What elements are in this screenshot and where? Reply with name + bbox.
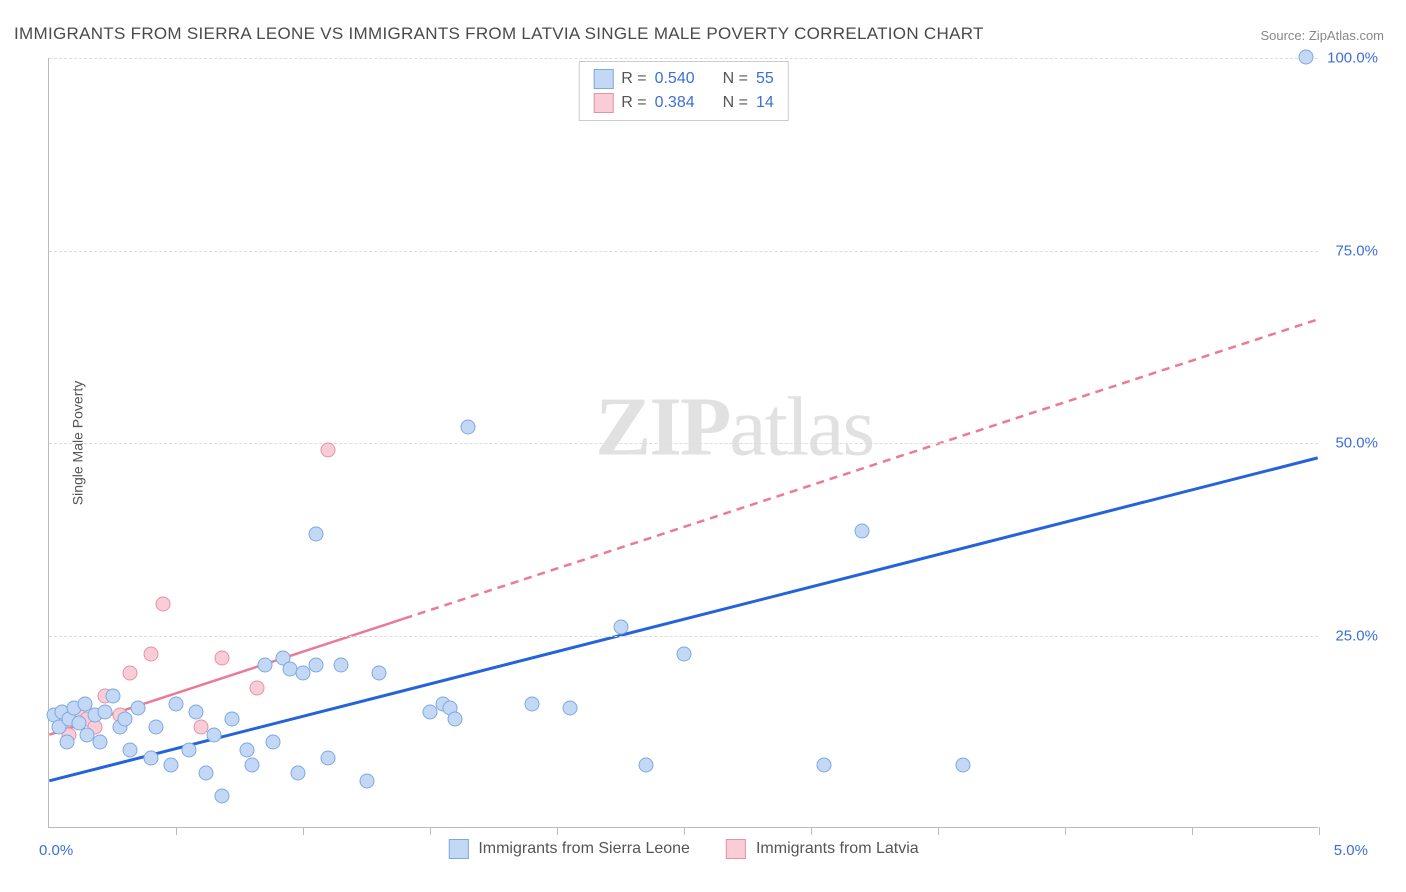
latvia-point bbox=[250, 681, 265, 696]
y-tick-label: 75.0% bbox=[1335, 242, 1378, 259]
sierra_leone-point bbox=[245, 758, 260, 773]
sierra_leone-point bbox=[562, 700, 577, 715]
sierra_leone-point bbox=[359, 773, 374, 788]
gridline bbox=[49, 636, 1318, 637]
legend-label: Immigrants from Latvia bbox=[756, 840, 919, 858]
y-tick-label: 50.0% bbox=[1335, 435, 1378, 452]
x-tick-label-min: 0.0% bbox=[39, 842, 73, 859]
legend-bottom: Immigrants from Sierra Leone Immigrants f… bbox=[448, 839, 918, 859]
sierra_leone-point bbox=[240, 743, 255, 758]
gridline bbox=[49, 58, 1318, 59]
x-tick bbox=[811, 827, 812, 835]
y-tick-label: 100.0% bbox=[1327, 50, 1378, 67]
sierra_leone-point bbox=[123, 743, 138, 758]
sierra_leone-point bbox=[118, 712, 133, 727]
n-label: N = bbox=[723, 67, 748, 91]
legend-bottom-item: Immigrants from Latvia bbox=[726, 839, 919, 859]
legend-top-row: R = 0.540 N = 55 bbox=[593, 67, 774, 91]
gridline bbox=[49, 251, 1318, 252]
gridline bbox=[49, 443, 1318, 444]
latvia-point bbox=[156, 596, 171, 611]
chart-area: Single Male Poverty ZIPatlas 25.0%50.0%7… bbox=[48, 58, 1318, 828]
sierra_leone-point bbox=[207, 727, 222, 742]
legend-label: Immigrants from Sierra Leone bbox=[478, 840, 690, 858]
legend-swatch bbox=[593, 93, 613, 113]
sierra_leone-point bbox=[308, 527, 323, 542]
sierra_leone-point bbox=[59, 735, 74, 750]
sierra_leone-point bbox=[613, 619, 628, 634]
chart-title: IMMIGRANTS FROM SIERRA LEONE VS IMMIGRAN… bbox=[14, 24, 984, 44]
sierra_leone-point bbox=[677, 646, 692, 661]
x-tick bbox=[684, 827, 685, 835]
x-tick bbox=[1319, 827, 1320, 835]
x-tick bbox=[176, 827, 177, 835]
sierra_leone-point bbox=[199, 766, 214, 781]
trend-line bbox=[404, 319, 1317, 618]
sierra_leone-point bbox=[148, 719, 163, 734]
x-tick bbox=[1065, 827, 1066, 835]
sierra_leone-point bbox=[105, 689, 120, 704]
legend-bottom-item: Immigrants from Sierra Leone bbox=[448, 839, 690, 859]
x-tick bbox=[938, 827, 939, 835]
legend-top: R = 0.540 N = 55 R = 0.384 N = 14 bbox=[578, 61, 789, 121]
sierra_leone-point bbox=[461, 419, 476, 434]
n-value: 55 bbox=[756, 67, 774, 91]
legend-swatch bbox=[593, 69, 613, 89]
sierra_leone-point bbox=[448, 712, 463, 727]
latvia-point bbox=[321, 442, 336, 457]
sierra_leone-point bbox=[290, 766, 305, 781]
legend-top-row: R = 0.384 N = 14 bbox=[593, 91, 774, 115]
x-tick-label-max: 5.0% bbox=[1334, 842, 1368, 859]
sierra_leone-point bbox=[524, 696, 539, 711]
legend-swatch bbox=[448, 839, 468, 859]
sierra_leone-point bbox=[143, 750, 158, 765]
latvia-point bbox=[123, 666, 138, 681]
sierra_leone-point bbox=[308, 658, 323, 673]
sierra_leone-point bbox=[854, 523, 869, 538]
sierra_leone-point bbox=[956, 758, 971, 773]
sierra_leone-point bbox=[181, 743, 196, 758]
sierra_leone-point bbox=[372, 666, 387, 681]
source-label: Source: ZipAtlas.com bbox=[1260, 28, 1384, 43]
sierra_leone-point bbox=[224, 712, 239, 727]
legend-swatch bbox=[726, 839, 746, 859]
sierra_leone-point bbox=[638, 758, 653, 773]
x-tick bbox=[557, 827, 558, 835]
sierra_leone-point bbox=[130, 700, 145, 715]
sierra_leone-point bbox=[1299, 50, 1314, 65]
sierra_leone-point bbox=[169, 696, 184, 711]
watermark-rest: atlas bbox=[729, 381, 873, 474]
x-tick bbox=[303, 827, 304, 835]
sierra_leone-point bbox=[257, 658, 272, 673]
r-value: 0.384 bbox=[655, 91, 695, 115]
sierra_leone-point bbox=[321, 750, 336, 765]
latvia-point bbox=[143, 646, 158, 661]
y-tick-label: 25.0% bbox=[1335, 627, 1378, 644]
sierra_leone-point bbox=[214, 789, 229, 804]
sierra_leone-point bbox=[189, 704, 204, 719]
sierra_leone-point bbox=[97, 704, 112, 719]
sierra_leone-point bbox=[265, 735, 280, 750]
trend-line bbox=[49, 458, 1317, 781]
r-label: R = bbox=[621, 91, 646, 115]
sierra_leone-point bbox=[92, 735, 107, 750]
sierra_leone-point bbox=[334, 658, 349, 673]
x-tick bbox=[430, 827, 431, 835]
r-label: R = bbox=[621, 67, 646, 91]
x-tick bbox=[1192, 827, 1193, 835]
n-value: 14 bbox=[756, 91, 774, 115]
n-label: N = bbox=[723, 91, 748, 115]
sierra_leone-point bbox=[163, 758, 178, 773]
sierra_leone-point bbox=[816, 758, 831, 773]
watermark: ZIPatlas bbox=[595, 379, 873, 476]
latvia-point bbox=[214, 650, 229, 665]
r-value: 0.540 bbox=[655, 67, 695, 91]
watermark-bold: ZIP bbox=[595, 381, 729, 474]
